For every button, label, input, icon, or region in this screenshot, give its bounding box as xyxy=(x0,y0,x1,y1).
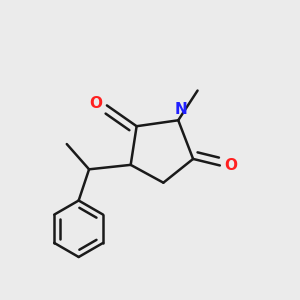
Text: N: N xyxy=(174,102,187,117)
Text: O: O xyxy=(89,96,102,111)
Text: O: O xyxy=(224,158,237,173)
